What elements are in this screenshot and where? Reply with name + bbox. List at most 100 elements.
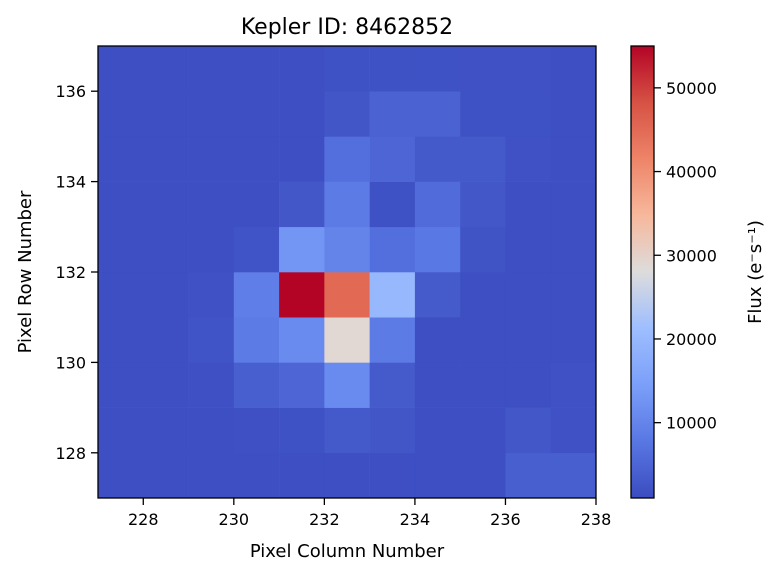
heatmap-cell xyxy=(324,181,370,228)
heatmap-cell xyxy=(188,181,235,228)
heatmap-cells xyxy=(98,46,597,499)
heatmap-cell xyxy=(233,407,280,454)
heatmap-cell xyxy=(98,181,144,228)
x-axis-label: Pixel Column Number xyxy=(250,541,445,562)
heatmap-cell xyxy=(369,452,416,499)
heatmap-cell xyxy=(279,452,325,499)
heatmap-cell xyxy=(324,362,370,408)
heatmap-cell xyxy=(324,226,370,273)
x-axis-ticks: 228 230 232 234 236 238 xyxy=(128,498,611,529)
heatmap-cell xyxy=(324,136,370,182)
heatmap-cell xyxy=(324,272,370,318)
heatmap-cell xyxy=(369,407,416,454)
heatmap-cell xyxy=(550,272,597,318)
x-tick-label: 236 xyxy=(490,510,521,529)
heatmap-cell xyxy=(550,91,597,137)
heatmap-cell xyxy=(143,272,189,318)
heatmap-cell xyxy=(505,226,552,273)
colorbar-tick-label: 10000 xyxy=(666,414,717,433)
heatmap-cell xyxy=(324,91,370,137)
heatmap-cell xyxy=(460,362,506,408)
heatmap-cell xyxy=(369,91,416,137)
heatmap-cell xyxy=(505,136,552,182)
colorbar-label: Flux (e⁻s⁻¹) xyxy=(745,220,766,324)
y-tick-label: 128 xyxy=(55,444,86,463)
heatmap-cell xyxy=(324,452,370,499)
heatmap-cell xyxy=(550,317,597,363)
heatmap-cell xyxy=(279,226,325,273)
chart-title: Kepler ID: 8462852 xyxy=(241,15,453,40)
heatmap-cell xyxy=(98,407,144,454)
heatmap-cell xyxy=(369,317,416,363)
heatmap-cell xyxy=(550,136,597,182)
heatmap-cell xyxy=(143,136,189,182)
heatmap-cell xyxy=(279,136,325,182)
heatmap-cell xyxy=(279,407,325,454)
heatmap-cell xyxy=(460,91,506,137)
heatmap-cell xyxy=(233,181,280,228)
heatmap-cell xyxy=(98,317,144,363)
heatmap-cell xyxy=(369,136,416,182)
heatmap-cell xyxy=(233,91,280,137)
heatmap-cell xyxy=(369,46,416,92)
heatmap-cell xyxy=(188,272,235,318)
heatmap-cell xyxy=(143,407,189,454)
heatmap-cell xyxy=(324,407,370,454)
x-tick-label: 232 xyxy=(309,510,340,529)
heatmap-cell xyxy=(98,362,144,408)
heatmap-cell xyxy=(505,272,552,318)
heatmap-cell xyxy=(460,181,506,228)
heatmap-cell xyxy=(505,407,552,454)
heatmap-cell xyxy=(460,272,506,318)
heatmap-cell xyxy=(550,452,597,499)
heatmap-cell xyxy=(550,407,597,454)
heatmap-cell xyxy=(233,272,280,318)
heatmap-cell xyxy=(414,452,461,499)
heatmap-cell xyxy=(279,317,325,363)
heatmap-cell xyxy=(414,317,461,363)
heatmap-cell xyxy=(505,362,552,408)
heatmap-cell xyxy=(98,452,144,499)
x-tick-label: 234 xyxy=(400,510,431,529)
heatmap-cell xyxy=(98,91,144,137)
heatmap-cell xyxy=(414,226,461,273)
heatmap-cell xyxy=(369,272,416,318)
heatmap-cell xyxy=(550,362,597,408)
colorbar-tick-label: 50000 xyxy=(666,79,717,98)
heatmap-cell xyxy=(98,272,144,318)
y-tick-label: 136 xyxy=(55,82,86,101)
heatmap-cell xyxy=(505,91,552,137)
heatmap-cell xyxy=(143,91,189,137)
heatmap-cell xyxy=(188,226,235,273)
colorbar-tick-label: 40000 xyxy=(666,163,717,182)
heatmap-cell xyxy=(414,272,461,318)
heatmap-cell xyxy=(414,181,461,228)
heatmap-cell xyxy=(460,46,506,92)
colorbar xyxy=(630,45,655,499)
heatmap-cell xyxy=(414,362,461,408)
heatmap-cell xyxy=(324,317,370,363)
heatmap-cell xyxy=(279,91,325,137)
heatmap-cell xyxy=(550,46,597,92)
heatmap-cell xyxy=(279,362,325,408)
heatmap-cell xyxy=(505,317,552,363)
colorbar-tick-label: 20000 xyxy=(666,330,717,349)
colorbar-ticks: 10000 20000 30000 40000 50000 xyxy=(654,79,717,433)
y-axis-ticks: 128 130 132 134 136 xyxy=(55,82,98,463)
heatmap-cell xyxy=(414,407,461,454)
y-tick-label: 132 xyxy=(55,263,86,282)
heatmap-cell xyxy=(233,317,280,363)
heatmap-cell xyxy=(143,452,189,499)
heatmap-cell xyxy=(98,226,144,273)
heatmap-cell xyxy=(188,317,235,363)
heatmap-cell xyxy=(414,136,461,182)
x-tick-label: 230 xyxy=(219,510,250,529)
heatmap-cell xyxy=(460,407,506,454)
heatmap-cell xyxy=(279,272,325,318)
heatmap-cell xyxy=(143,226,189,273)
heatmap-cell xyxy=(143,46,189,92)
heatmap-cell xyxy=(369,226,416,273)
heatmap-cell xyxy=(505,452,552,499)
heatmap-cell xyxy=(460,317,506,363)
